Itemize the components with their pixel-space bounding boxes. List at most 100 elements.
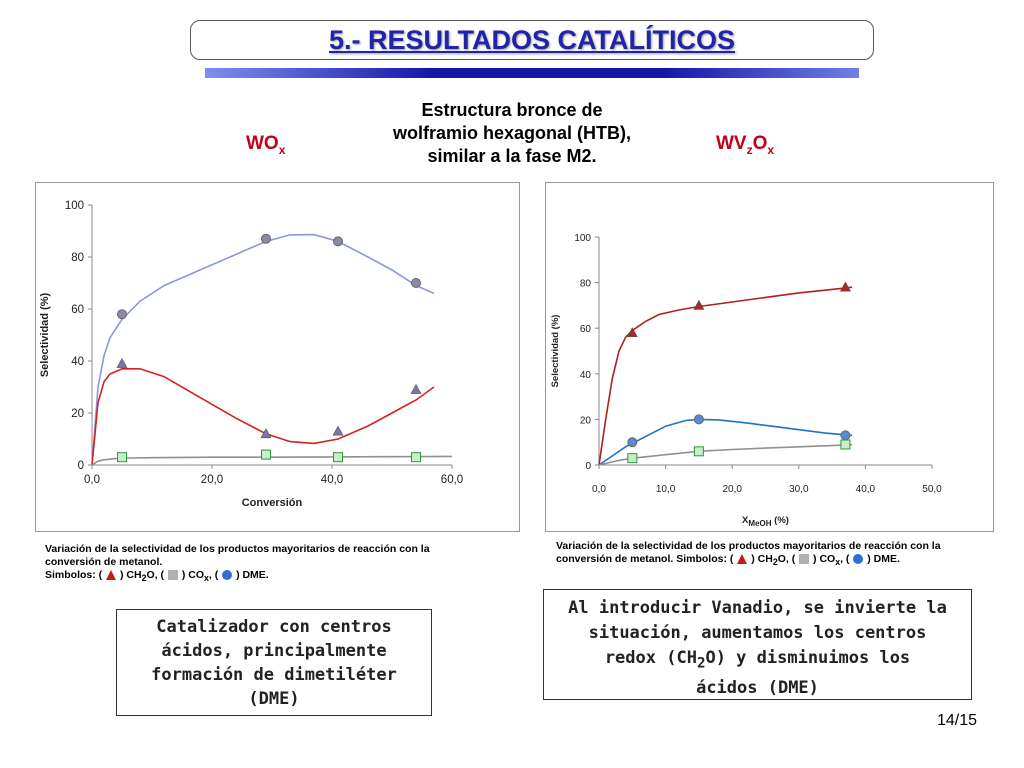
caption-right-line1: Variación de la selectividad de los prod… [556,540,941,552]
square-symbol-icon [167,570,178,581]
caption-right-line2: conversión de metanol. Simbolos: ( ) CH2… [556,553,1011,569]
label-wox-sub: x [278,142,286,157]
conclusion-right-line1: Al introducir Vanadio, se invierte la [568,598,947,618]
y-tick-label: 80 [580,279,592,290]
square-symbol-icon [799,554,810,565]
label-wvzox-sub1: z [746,142,753,157]
caption-left-symbols: Simbolos: ( ) CH2O, ( ) COx, ( ) DME. [45,569,515,585]
x-tick-label: 60,0 [441,474,463,486]
structure-line-3: similar a la fase M2. [427,146,597,166]
caption-left-cox-sub: x [204,573,209,584]
triangle-symbol-icon [106,570,117,581]
conclusion-left-line4: (DME) [248,689,300,709]
data-point-square [261,449,271,460]
label-wvzox-base: WV [716,133,747,154]
caption-right-cox: ) CO [813,553,836,565]
conclusion-right-line3: redox (CH2O) y disminuimos los [544,646,971,676]
data-point-circle [840,430,851,441]
data-point-circle [261,233,271,244]
label-wox: WOx [246,133,285,157]
data-point-triangle [116,357,128,368]
y-tick-label: 20 [71,408,84,420]
label-wvzox-mid: O [752,133,768,154]
x-tick-label: 20,0 [201,474,223,486]
data-point-triangle [839,281,851,292]
data-point-triangle [410,383,422,394]
y-tick-label: 20 [580,415,592,426]
title-underline-bar [205,68,859,78]
caption-left-ch2o: ) CH [120,569,142,581]
conclusion-right-line3b: O) y disminuimos los [705,648,911,668]
y-tick-label: 40 [71,356,84,368]
x-tick-label: 30,0 [789,484,809,495]
series-curve [91,455,453,466]
caption-right-dme: ) DME. [867,553,900,565]
y-axis-label: Selectividad (%) [39,292,51,377]
chart-left: 0 20 40 60 80 100 0,0 20,0 40,0 60,0 Selectividad … [39,200,463,509]
data-point-circle [117,309,127,320]
caption-left-dme: ) DME. [236,569,269,581]
data-point-triangle [626,327,638,338]
caption-left-cox: ) CO [181,569,204,581]
x-tick-label: 0,0 [592,484,606,495]
structure-line-2: wolframio hexagonal (HTB), [392,123,632,143]
series-curve [91,233,435,466]
data-point-triangle [332,425,344,436]
caption-left: Variación de la selectividad de los prod… [45,543,515,585]
y-tick-label: 100 [65,200,84,212]
y-tick-label: 60 [580,324,592,335]
page-title: 5.- RESULTADOS CATALÍTICOS [329,24,735,55]
triangle-symbol-icon [737,554,748,565]
chart-right-frame: 0 20 40 60 80 100 0,0 10,0 20,0 30,0 40,0 50,0 Selec… [545,182,994,532]
title-box: 5.- RESULTADOS CATALÍTICOS [190,20,874,60]
x-axis-label: Conversión [242,497,303,509]
data-point-triangle [260,428,272,439]
circle-symbol-icon [222,570,233,581]
chart-left-frame: 0 20 40 60 80 100 0,0 20,0 40,0 60,0 Selectividad … [35,182,520,532]
conclusion-left-line1: Catalizador con centros [156,617,392,637]
series-curve [598,286,853,466]
data-point-circle [411,278,421,288]
data-point-circle [627,437,638,448]
y-tick-label: 80 [71,252,84,264]
data-point-circle [693,414,704,425]
conclusion-box-left: Catalizador con centros ácidos, principa… [116,609,432,716]
caption-left-line1: Variación de la selectividad de los prod… [45,543,430,555]
caption-left-ch2o-sub: 2 [141,573,147,584]
data-point-square [117,452,127,463]
conclusion-box-right: Al introducir Vanadio, se invierte la si… [543,589,972,700]
caption-right-line2-text: conversión de metanol. Simbolos: ( [556,553,734,565]
y-tick-label: 100 [574,233,591,244]
data-point-square [693,446,704,457]
y-axis-label: Selectividad (%) [550,315,561,388]
x-tick-label: 20,0 [722,484,742,495]
series-curve [91,368,435,466]
x-tick-label: 50,0 [922,484,942,495]
data-point-triangle [693,299,705,310]
page-number: 14/15 [937,712,978,729]
conclusion-right-line3a: redox (CH [604,648,697,668]
label-wox-base: WO [246,133,279,154]
y-tick-label: 60 [71,304,84,316]
caption-left-ch2o-end: O, ( [146,569,164,581]
y-tick-label: 40 [580,370,592,381]
y-tick-label: 0 [585,461,591,472]
conclusion-right-line3-sub: 2 [696,655,706,672]
caption-left-line2: conversión de metanol. [45,556,163,568]
caption-right-cox-end: , ( [840,553,850,565]
data-point-circle [333,236,343,247]
chart-right: 0 20 40 60 80 100 0,0 10,0 20,0 30,0 40,0 50,0 Selec… [550,233,942,528]
label-wvzox-sub2: x [767,142,775,157]
series-curve [598,443,853,466]
x-tick-label: 40,0 [856,484,876,495]
caption-right-ch2o-end: O, ( [777,553,796,565]
caption-left-symbols-label: Simbolos: ( [45,569,103,581]
conclusion-right-line4: ácidos (DME) [696,678,819,699]
caption-left-cox-end: , ( [208,569,219,581]
x-tick-label: 10,0 [656,484,676,495]
x-tick-label: 0,0 [84,474,100,486]
caption-right: Variación de la selectividad de los prod… [556,540,1011,569]
circle-symbol-icon [853,554,864,565]
data-point-square [411,452,421,463]
data-point-square [840,439,851,450]
